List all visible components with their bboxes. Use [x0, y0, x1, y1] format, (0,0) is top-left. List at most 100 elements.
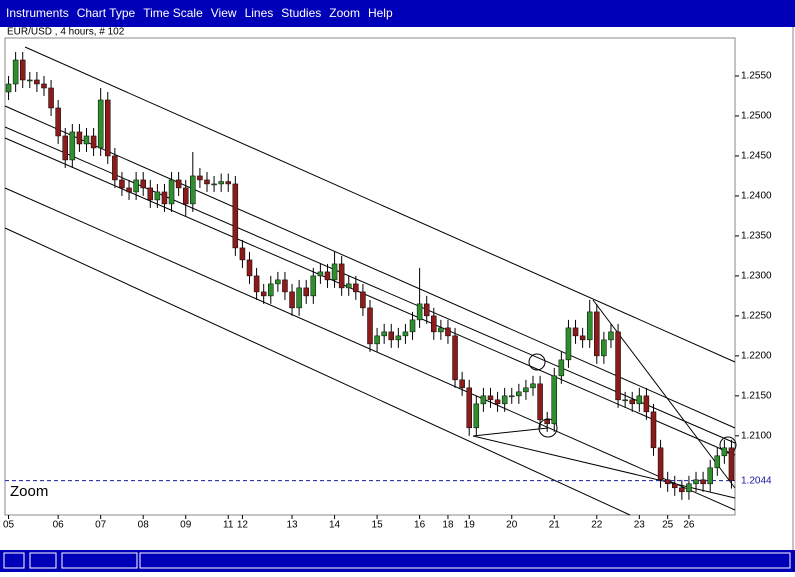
candle-body — [544, 419, 550, 425]
y-tick-label: 1.2500 — [741, 111, 772, 122]
candle-body — [296, 287, 302, 309]
menu-item[interactable]: Chart Type — [77, 6, 136, 20]
candle-body — [275, 279, 281, 285]
y-tick-label: 1.2300 — [741, 271, 772, 282]
last-price-label: 1.2044 — [741, 475, 772, 486]
candle-body — [700, 479, 706, 485]
y-tick-label: 1.2450 — [741, 151, 772, 162]
y-tick-label: 1.2200 — [741, 351, 772, 362]
candle-body — [83, 135, 90, 145]
candle-body — [622, 399, 628, 402]
candle-body — [204, 179, 210, 185]
menu: Instruments Chart Type Time Scale View Lines… — [6, 6, 393, 20]
candle-body — [480, 395, 487, 405]
candle-body — [232, 183, 239, 249]
candle-body — [62, 135, 68, 161]
candle-body — [338, 263, 345, 289]
y-tick-label: 1.2400 — [741, 191, 772, 202]
menu-bar — [0, 0, 795, 27]
candle-body — [246, 259, 253, 277]
candle-body — [303, 287, 309, 297]
status-tab[interactable] — [3, 552, 25, 569]
candle-body — [168, 179, 175, 205]
candle-body — [381, 331, 387, 337]
y-tick-label: 1.2350 — [741, 231, 772, 242]
candle-body — [69, 131, 76, 161]
candle-body — [360, 291, 366, 309]
candle-body — [402, 331, 409, 337]
x-tick-label: 07 — [95, 520, 107, 531]
candle-body — [728, 447, 735, 481]
x-tick-label: 15 — [372, 520, 384, 531]
x-tick-label: 18 — [442, 520, 454, 531]
candle-body — [657, 447, 664, 481]
candle-body — [90, 135, 97, 149]
candle-body — [636, 395, 643, 405]
y-tick-label: 1.2150 — [741, 390, 772, 401]
x-tick-label: 25 — [662, 520, 674, 531]
candle-body — [615, 331, 621, 401]
menu-item[interactable]: Lines — [245, 6, 274, 20]
candle-body — [97, 99, 104, 149]
chart-panel — [0, 27, 795, 550]
menu-item[interactable]: Instruments — [6, 6, 69, 20]
menu-item[interactable]: Time Scale — [143, 6, 203, 20]
candle-body — [133, 179, 139, 193]
candle-body — [721, 447, 728, 457]
candle-body — [190, 175, 196, 205]
menu-item[interactable]: Studies — [281, 6, 321, 20]
candle-body — [218, 181, 224, 185]
candle-body — [239, 247, 246, 261]
x-tick-label: 22 — [591, 520, 603, 531]
candle-body — [664, 479, 671, 485]
status-tab[interactable] — [61, 552, 138, 569]
candle-body — [537, 383, 543, 421]
menu-item[interactable]: Help — [368, 6, 393, 20]
candle-body — [438, 327, 444, 333]
status-tab[interactable] — [29, 552, 57, 569]
candle-body — [579, 335, 586, 341]
candle-body — [147, 187, 154, 201]
x-tick-label: 14 — [329, 520, 341, 531]
candle-body — [119, 179, 125, 189]
candle-body — [501, 395, 508, 405]
candle-body — [395, 335, 402, 341]
x-tick-label: 21 — [549, 520, 561, 531]
candle-body — [260, 291, 267, 297]
x-tick-label: 05 — [3, 520, 15, 531]
candle-body — [523, 387, 529, 393]
candle-body — [431, 315, 437, 333]
candle-body — [175, 179, 182, 189]
candle-body — [317, 271, 324, 277]
candle-body — [686, 483, 692, 493]
candle-body — [253, 275, 260, 293]
candle-body — [643, 395, 650, 413]
candle-body — [714, 455, 721, 469]
candle-body — [707, 467, 713, 485]
x-tick-label: 19 — [464, 520, 476, 531]
candle-body — [41, 83, 47, 89]
plot-frame — [4, 37, 736, 516]
y-tick-label: 1.2250 — [741, 311, 772, 322]
candle-body — [345, 283, 352, 289]
candle-body — [5, 83, 12, 93]
x-tick-label: 20 — [506, 520, 518, 531]
candle-body — [416, 303, 423, 321]
candle-body — [551, 375, 558, 425]
candle-body — [282, 279, 288, 293]
menu-item[interactable]: View — [211, 6, 237, 20]
candle-body — [516, 391, 522, 397]
candle-body — [55, 107, 61, 137]
y-tick-label: 1.2550 — [741, 71, 772, 82]
candle-body — [452, 335, 458, 381]
candle-body — [105, 99, 111, 157]
candle-body — [466, 387, 472, 429]
candle-body — [126, 187, 132, 193]
trend-line — [24, 46, 736, 363]
candle-body — [154, 191, 161, 201]
candle-body — [650, 411, 657, 449]
candle-body — [310, 275, 317, 297]
menu-item[interactable]: Zoom — [329, 6, 360, 20]
candle-body — [494, 399, 501, 405]
